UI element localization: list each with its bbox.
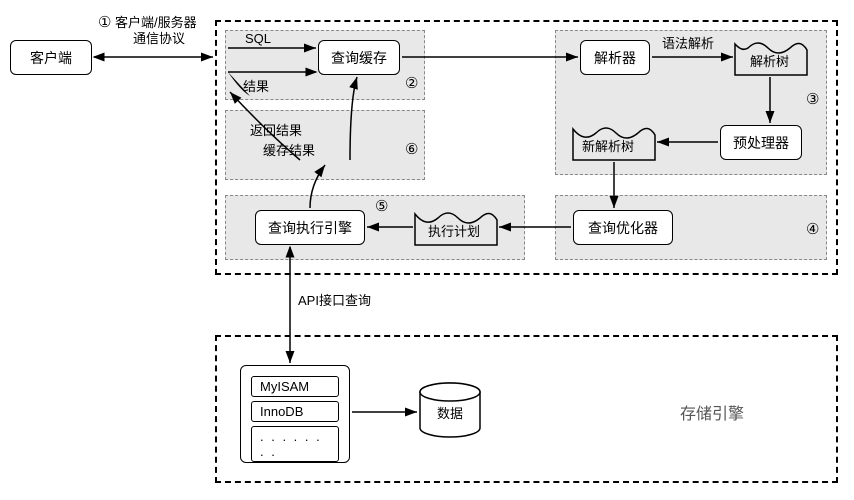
node-label: 查询优化器 (588, 218, 658, 238)
label-result: 结果 (243, 76, 269, 95)
label-storage-engine: 存储引擎 (680, 400, 744, 424)
circled-6: ⑥ (405, 140, 418, 158)
node-optimizer: 查询优化器 (573, 210, 673, 245)
node-exec-engine: 查询执行引擎 (255, 210, 365, 245)
node-label: 解析器 (594, 48, 636, 68)
label-protocol-2: 通信协议 (133, 28, 185, 47)
node-parser: 解析器 (580, 40, 650, 75)
circled-2: ② (405, 74, 418, 92)
label-syntax-parse: 语法解析 (662, 33, 714, 52)
node-exec-plan-label: 执行计划 (428, 221, 480, 240)
circled-1: ① (98, 13, 111, 31)
label-sql: SQL (245, 31, 271, 46)
node-client: 客户端 (10, 40, 92, 75)
storage-engine-list: MyISAM InnoDB . . . . . . . . (240, 365, 350, 463)
node-label: 客户端 (30, 48, 72, 68)
node-label: 预处理器 (733, 133, 789, 153)
diagram-canvas: 客户端 查询缓存 解析器 预处理器 查询优化器 查询执行引擎 解析树 新解析树 … (0, 0, 854, 500)
circled-3: ③ (806, 90, 819, 108)
circled-5: ⑤ (375, 197, 388, 215)
node-label: 查询执行引擎 (268, 218, 352, 238)
engine-item: InnoDB (251, 401, 339, 422)
node-data-label: 数据 (437, 403, 463, 422)
node-preprocessor: 预处理器 (720, 125, 802, 160)
node-new-tree-label: 新解析树 (582, 136, 634, 155)
engine-item: . . . . . . . . (251, 426, 339, 462)
node-query-cache: 查询缓存 (318, 40, 400, 75)
label-api-query: API接口查询 (298, 290, 371, 309)
label-return-result: 返回结果 (250, 120, 302, 139)
node-label: 查询缓存 (331, 48, 387, 68)
label-cache-result: 缓存结果 (263, 140, 315, 159)
node-parse-tree-label: 解析树 (750, 51, 789, 70)
circled-4: ④ (806, 220, 819, 238)
engine-item: MyISAM (251, 376, 339, 397)
